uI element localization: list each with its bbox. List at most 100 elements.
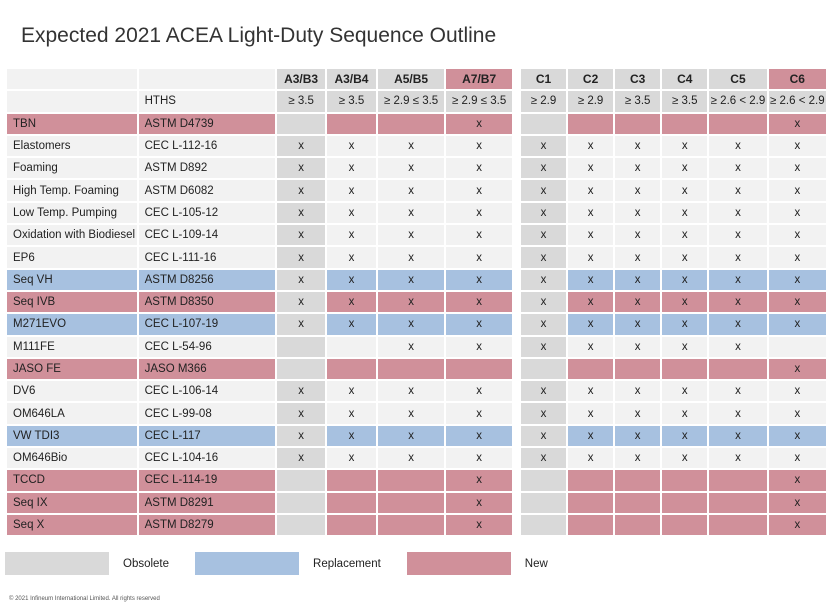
requirement-cell: x	[378, 291, 445, 313]
requirement-cell: x	[662, 291, 708, 313]
header-blank-method	[138, 69, 276, 90]
requirement-cell	[520, 470, 567, 491]
header-blank-name	[7, 69, 137, 90]
legend: Obsolete Replacement New	[5, 552, 574, 575]
requirement-cell	[662, 358, 708, 380]
test-name: Seq IVB	[7, 291, 137, 313]
requirement-cell: x	[768, 180, 826, 201]
requirement-cell: x	[277, 403, 325, 424]
requirement-cell: x	[378, 158, 445, 179]
requirement-cell: x	[768, 113, 826, 134]
requirement-cell	[662, 113, 708, 134]
requirement-cell: x	[277, 180, 325, 201]
requirement-cell: x	[326, 269, 377, 290]
requirement-cell	[277, 470, 325, 491]
requirement-cell: x	[662, 225, 708, 246]
requirement-cell: x	[446, 425, 513, 447]
test-method: CEC L-54-96	[138, 336, 276, 357]
requirement-cell: x	[326, 135, 377, 157]
requirement-cell	[378, 514, 445, 536]
requirement-cell: x	[326, 291, 377, 313]
test-name: Elastomers	[7, 135, 137, 157]
requirement-cell	[277, 336, 325, 357]
requirement-cell: x	[662, 336, 708, 357]
requirement-cell: x	[768, 514, 826, 536]
requirement-cell	[768, 336, 826, 357]
legend-label: Replacement	[313, 557, 381, 570]
legend-swatch	[406, 552, 511, 575]
test-name: VW TDI3	[7, 425, 137, 447]
requirement-cell	[568, 492, 614, 513]
requirement-cell: x	[277, 381, 325, 402]
requirement-cell: x	[446, 336, 513, 357]
requirement-cell: x	[615, 180, 661, 201]
requirement-cell: x	[326, 314, 377, 335]
requirement-cell	[520, 514, 567, 536]
column-header: C6	[768, 69, 826, 90]
requirement-cell	[520, 113, 567, 134]
requirement-cell: x	[378, 225, 445, 246]
requirement-cell	[326, 336, 377, 357]
table-row: Seq IVB ASTM D8350 x x x x x x x x x x	[7, 291, 826, 313]
requirement-cell: x	[446, 135, 513, 157]
column-gap	[514, 114, 519, 134]
requirement-cell: x	[662, 247, 708, 268]
requirement-cell: x	[520, 448, 567, 469]
requirement-cell: x	[378, 448, 445, 469]
test-method: CEC L-107-19	[138, 314, 276, 335]
test-name: M271EVO	[7, 314, 137, 335]
requirement-cell: x	[709, 247, 767, 268]
column-gap	[514, 337, 519, 357]
column-gap	[514, 158, 519, 178]
header-row-grades: A3/B3 A3/B4 A5/B5 A7/B7 C1 C2 C3 C4 C5 C6	[7, 69, 826, 90]
table-row: Elastomers CEC L-112-16 x x x x x x x x x x	[7, 135, 826, 157]
test-name: M111FE	[7, 336, 137, 357]
requirement-cell	[520, 492, 567, 513]
requirement-cell: x	[446, 381, 513, 402]
test-name: TBN	[7, 113, 137, 134]
requirement-cell: x	[568, 381, 614, 402]
requirement-cell: x	[277, 135, 325, 157]
test-name: JASO FE	[7, 358, 137, 380]
requirement-cell: x	[768, 425, 826, 447]
requirement-cell	[277, 514, 325, 536]
table-row: TBN ASTM D4739 x x	[7, 113, 826, 134]
requirement-cell	[568, 514, 614, 536]
requirement-cell: x	[378, 180, 445, 201]
test-name: Low Temp. Pumping	[7, 202, 137, 224]
requirement-cell: x	[378, 269, 445, 290]
test-name: High Temp. Foaming	[7, 180, 137, 201]
column-header: C2	[568, 69, 614, 90]
test-name: Seq VH	[7, 269, 137, 290]
test-method: CEC L-117	[138, 425, 276, 447]
table-row: Low Temp. Pumping CEC L-105-12 x x x x x x x x x x	[7, 202, 826, 224]
requirement-cell: x	[768, 492, 826, 513]
requirement-cell	[615, 470, 661, 491]
requirement-cell: x	[662, 269, 708, 290]
requirement-cell: x	[568, 291, 614, 313]
requirement-cell	[662, 470, 708, 491]
requirement-cell	[378, 358, 445, 380]
column-gap	[514, 448, 519, 468]
test-method: ASTM D8291	[138, 492, 276, 513]
requirement-cell: x	[768, 381, 826, 402]
table-body: TBN ASTM D4739 x x Elastomers CEC L-112-16 x x x…	[7, 113, 826, 536]
requirement-cell: x	[326, 381, 377, 402]
requirement-cell: x	[446, 225, 513, 246]
table-row: OM646LA CEC L-99-08 x x x x x x x x x x	[7, 403, 826, 424]
requirement-cell: x	[768, 225, 826, 246]
requirement-cell: x	[662, 425, 708, 447]
column-gap	[514, 180, 519, 200]
requirement-cell: x	[568, 180, 614, 201]
test-name: Seq IX	[7, 492, 137, 513]
requirement-cell	[326, 514, 377, 536]
requirement-cell: x	[446, 269, 513, 290]
hths-value: ≥ 3.5	[662, 91, 708, 112]
requirement-cell: x	[326, 225, 377, 246]
requirement-cell: x	[568, 225, 614, 246]
requirement-cell: x	[768, 202, 826, 224]
hths-value: ≥ 2.9	[520, 91, 567, 112]
requirement-cell	[326, 470, 377, 491]
requirement-cell: x	[378, 135, 445, 157]
requirement-cell: x	[520, 158, 567, 179]
